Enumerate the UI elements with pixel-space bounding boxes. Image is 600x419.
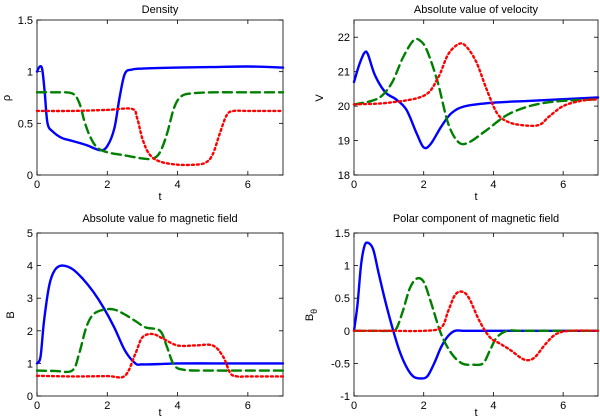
y-tick-label: -0.5 [331, 358, 350, 370]
plot-area [35, 65, 285, 167]
series-line-dashed [35, 307, 285, 374]
x-tick-label: 6 [245, 179, 251, 191]
y-tick-label: 21 [338, 67, 350, 79]
x-axis-label: t [474, 407, 477, 419]
x-tick-label: 0 [351, 400, 357, 412]
panel-title: Density [142, 4, 179, 16]
x-tick-label: 6 [560, 179, 566, 191]
plot-area [352, 37, 600, 150]
panel-density: Density 0 2 4 6 0 0.5 1 1.5 t ρ [1, 4, 285, 203]
series-line-dashed [35, 91, 285, 161]
y-tick-label: 0 [27, 170, 33, 182]
x-tick-label: 4 [175, 400, 181, 412]
axes-box [36, 232, 284, 397]
x-tick-label: 2 [104, 400, 110, 412]
x-tick-label: 2 [421, 179, 427, 191]
plot-area [352, 241, 600, 380]
y-tick-label: 5 [27, 228, 33, 240]
y-tick-label: -1 [340, 391, 350, 403]
x-tick-label: 4 [175, 179, 181, 191]
x-tick-label: 4 [490, 179, 496, 191]
y-tick-label: 4 [27, 261, 33, 273]
panel-title: Absolute value fo magnetic field [82, 213, 237, 225]
y-tick-label: 1.5 [18, 15, 33, 27]
series-line-solid [35, 65, 285, 152]
series-line-dashed [352, 276, 600, 367]
y-tick-label: 3 [27, 293, 33, 305]
y-tick-label: 1 [344, 261, 350, 273]
y-axis-label: ρ [1, 95, 13, 101]
plot-area [35, 264, 285, 379]
y-tick-label: 2 [27, 326, 33, 338]
y-tick-label: 20 [338, 101, 350, 113]
panel-title: Absolute value of velocity [414, 4, 539, 16]
y-axis-label-main: B [304, 314, 316, 321]
series-line-dotted [35, 107, 285, 167]
x-axis-label: t [158, 407, 161, 419]
series-line-solid [352, 241, 600, 380]
x-tick-label: 2 [104, 179, 110, 191]
y-tick-label: 0.5 [335, 293, 350, 305]
x-tick-label: 2 [421, 400, 427, 412]
x-tick-label: 0 [34, 400, 40, 412]
series-line-dashed [352, 37, 600, 146]
series-line-dotted [352, 290, 600, 362]
y-tick-label: 1 [27, 67, 33, 79]
x-axis-label: t [474, 191, 477, 203]
x-tick-label: 6 [245, 400, 251, 412]
panel-polar-component: Polar component of magnetic field 0 2 4 6 -1… [304, 213, 600, 419]
x-tick-label: 4 [490, 400, 496, 412]
panel-title: Polar component of magnetic field [393, 213, 559, 225]
y-axis-label: B [5, 311, 17, 318]
x-axis-label: t [158, 191, 161, 203]
x-tick-label: 6 [560, 400, 566, 412]
panel-magnetic-field: Absolute value fo magnetic field 0 2 4 6 0 1 2… [5, 213, 285, 419]
series-line-dotted [352, 42, 600, 128]
tick-group: 0 2 4 6 18 19 20 21 22 [338, 20, 598, 191]
series-line-solid [35, 264, 285, 366]
y-axis-label-subscript: θ [309, 309, 319, 314]
y-tick-label: 0.5 [18, 118, 33, 130]
x-tick-label: 0 [34, 179, 40, 191]
series-line-dotted [35, 332, 285, 379]
y-tick-label: 1.5 [335, 228, 350, 240]
series-line-solid [352, 50, 600, 150]
panel-velocity: Absolute value of velocity 0 2 4 6 18 19 20 21 2… [314, 4, 600, 203]
y-tick-label: 18 [338, 170, 350, 182]
y-tick-label: 19 [338, 136, 350, 148]
y-tick-label: 1 [27, 358, 33, 370]
y-axis-label: V [314, 94, 326, 102]
y-tick-label: 0 [27, 391, 33, 403]
y-axis-label: Bθ [304, 309, 319, 321]
y-tick-label: 22 [338, 32, 350, 44]
x-tick-label: 0 [351, 179, 357, 191]
y-tick-label: 0 [344, 326, 350, 338]
